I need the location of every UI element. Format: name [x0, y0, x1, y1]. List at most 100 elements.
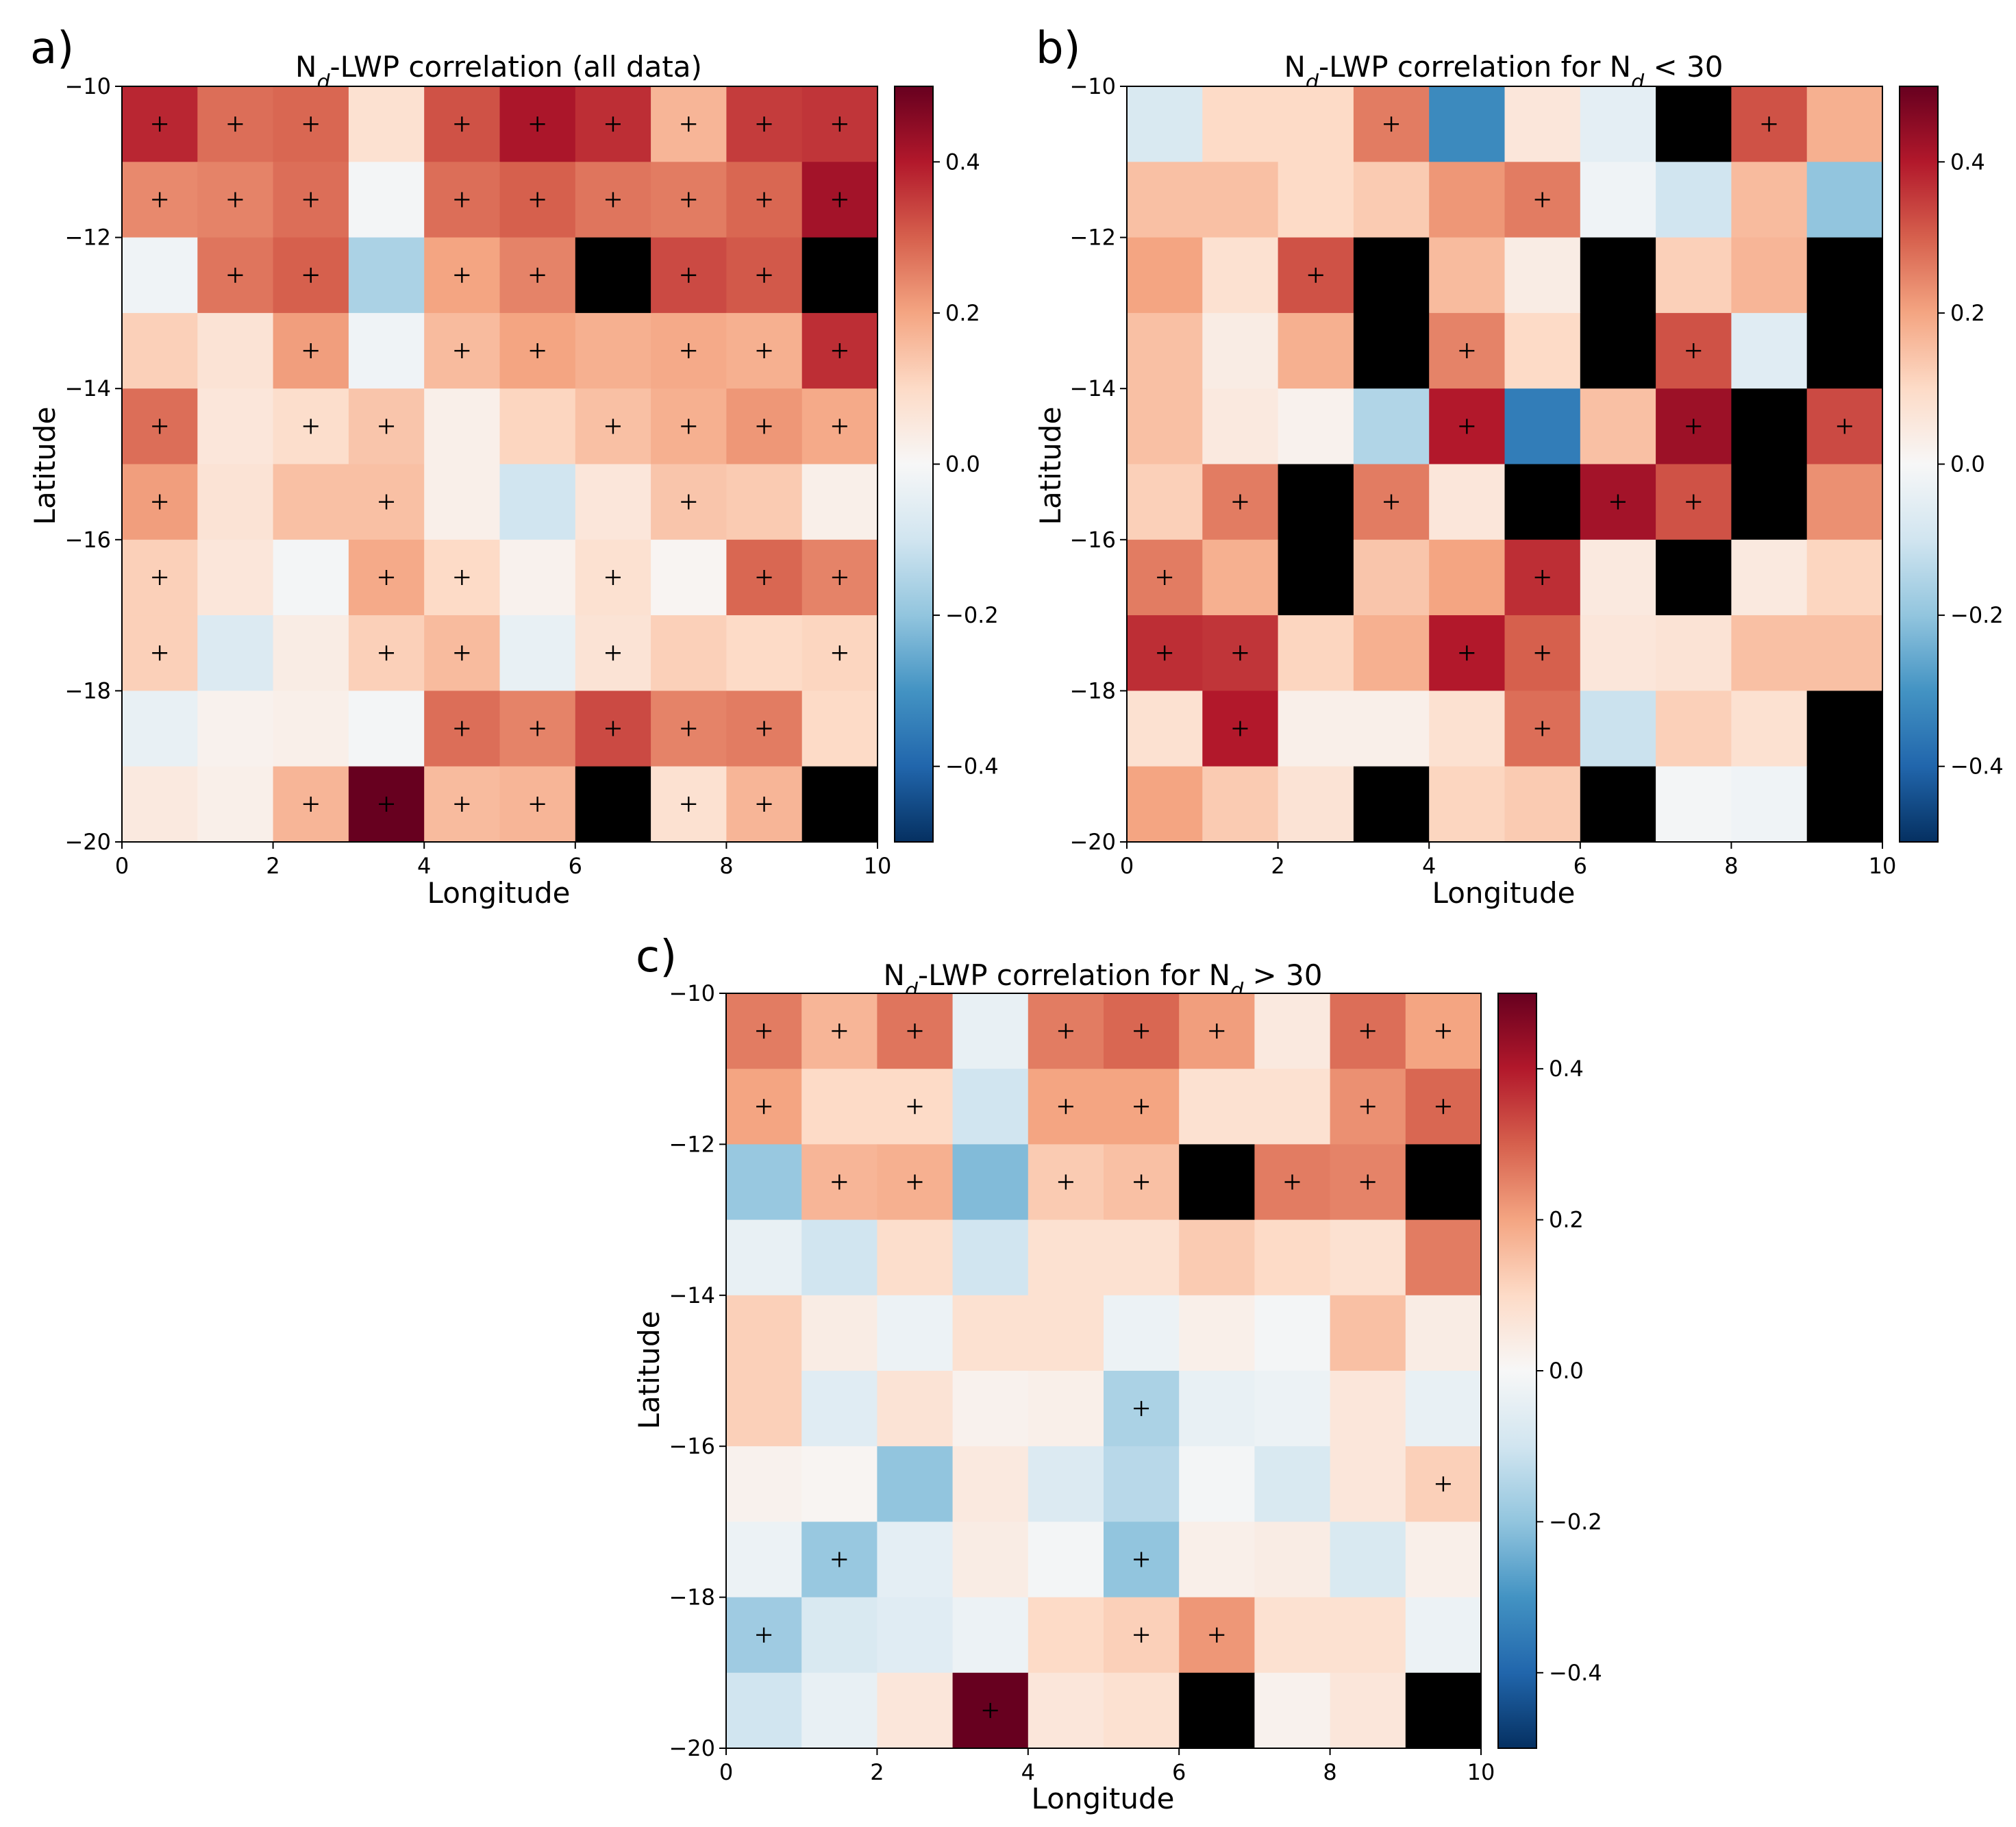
significance-marker: [1534, 721, 1550, 736]
chart-title: Nd-LWP correlation for Nd < 30: [1284, 50, 1723, 95]
heatmap-cell: [1580, 691, 1656, 767]
heatmap-cell: [952, 1446, 1029, 1522]
heatmap-cell: [1656, 691, 1732, 767]
heatmap-cell: [1731, 237, 1808, 314]
heatmap-cell: [1504, 237, 1581, 314]
significance-marker: [1435, 1099, 1451, 1115]
significance-marker: [756, 343, 772, 359]
y-tick-label: −18: [64, 678, 111, 704]
significance-marker: [605, 569, 621, 585]
heatmap-cell: [1353, 766, 1430, 843]
heatmap-cell: [651, 539, 727, 616]
significance-marker: [1686, 419, 1702, 434]
x-tick-label: 8: [1724, 853, 1738, 879]
heatmap-cell: [348, 237, 425, 314]
significance-marker: [530, 721, 545, 736]
significance-marker: [1459, 419, 1475, 434]
significance-marker: [1534, 645, 1550, 661]
heatmap-cell: [1028, 1219, 1104, 1296]
heatmap-cells: [1127, 86, 1883, 843]
significance-marker: [152, 192, 168, 208]
significance-marker: [605, 116, 621, 132]
significance-marker: [454, 796, 470, 812]
colorbar-tick-label: 0.2: [945, 300, 980, 326]
heatmap-cell: [1353, 237, 1430, 314]
y-tick-label: −12: [64, 225, 111, 251]
x-tick-label: 6: [1573, 853, 1587, 879]
heatmap-cell: [575, 464, 651, 540]
heatmap-cell: [726, 1371, 802, 1447]
significance-marker: [605, 721, 621, 736]
y-tick-label: −14: [669, 1282, 715, 1308]
heatmap-cell: [348, 86, 425, 162]
y-axis-ticks: −10 −12 −14 −16 −18 −20: [669, 980, 726, 1761]
heatmap-cell: [1806, 464, 1883, 540]
heatmap-cell: [1254, 1371, 1331, 1447]
significance-marker: [1534, 192, 1550, 208]
y-tick-label: −14: [1069, 375, 1116, 401]
heatmap-cell: [1580, 86, 1656, 162]
significance-marker: [379, 494, 395, 510]
significance-marker: [756, 1627, 772, 1643]
colorbar: 0.4 0.2 0.0 −0.2 −0.4: [894, 86, 999, 843]
significance-marker: [681, 267, 697, 283]
heatmap-cell: [1429, 691, 1506, 767]
x-tick-label: 0: [115, 853, 129, 879]
x-tick-label: 6: [569, 853, 582, 879]
heatmap-cell: [1278, 615, 1354, 691]
heatmap-cell: [1179, 1672, 1255, 1749]
significance-marker: [1761, 116, 1777, 132]
significance-marker: [907, 1174, 923, 1190]
colorbar-gradient: [1497, 993, 1537, 1749]
colorbar-tick-label: −0.2: [1549, 1508, 1602, 1534]
y-tick-label: −12: [1069, 225, 1116, 251]
colorbar-gradient: [894, 86, 934, 843]
significance-marker: [1134, 1401, 1149, 1417]
significance-marker: [530, 116, 545, 132]
significance-marker: [907, 1023, 923, 1039]
heatmap-cell: [499, 539, 576, 616]
significance-marker: [152, 419, 168, 434]
heatmap-cell: [877, 1371, 954, 1447]
y-tick-label: −18: [1069, 678, 1116, 704]
heatmap-cell: [1202, 86, 1279, 162]
heatmap-cell: [1405, 1371, 1482, 1447]
significance-marker: [1435, 1476, 1451, 1492]
significance-marker: [1209, 1627, 1225, 1643]
heatmap-cell: [273, 539, 349, 616]
heatmap-cell: [1330, 1521, 1406, 1598]
significance-marker: [1134, 1099, 1149, 1115]
colorbar: 0.4 0.2 0.0 −0.2 −0.4: [1899, 86, 2004, 843]
heatmap-cell: [801, 1446, 878, 1522]
heatmap-cell: [1127, 312, 1203, 389]
significance-marker: [227, 116, 243, 132]
heatmap-cell: [348, 691, 425, 767]
heatmap-cell: [1580, 615, 1656, 691]
heatmap-cell: [801, 1295, 878, 1371]
heatmap-cell: [801, 1069, 878, 1145]
significance-marker: [1058, 1023, 1073, 1039]
significance-marker: [756, 1099, 772, 1115]
significance-marker: [832, 116, 847, 132]
significance-marker: [756, 796, 772, 812]
heatmap-cell: [1580, 539, 1656, 616]
heatmap-cell: [1429, 162, 1506, 238]
heatmap-cell: [499, 615, 576, 691]
y-tick-label: −16: [669, 1433, 715, 1459]
heatmap-cell: [1504, 388, 1581, 465]
significance-marker: [379, 796, 395, 812]
heatmap-cell: [877, 1446, 954, 1522]
x-tick-label: 4: [1422, 853, 1436, 879]
heatmap-cell: [273, 615, 349, 691]
heatmap-cell: [952, 1144, 1029, 1221]
y-axis-label: Latitude: [1034, 407, 1067, 525]
heatmap-cell: [952, 1219, 1029, 1296]
significance-marker: [1384, 494, 1399, 510]
significance-marker: [681, 796, 697, 812]
significance-marker: [530, 192, 545, 208]
heatmap-cell: [1504, 766, 1581, 843]
colorbar-tick-label: −0.2: [945, 602, 999, 628]
heatmap-cell: [1028, 1521, 1104, 1598]
heatmap-cell: [1353, 615, 1430, 691]
